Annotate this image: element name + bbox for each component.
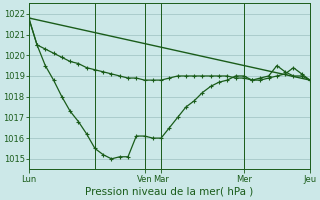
X-axis label: Pression niveau de la mer( hPa ): Pression niveau de la mer( hPa ): [85, 187, 253, 197]
